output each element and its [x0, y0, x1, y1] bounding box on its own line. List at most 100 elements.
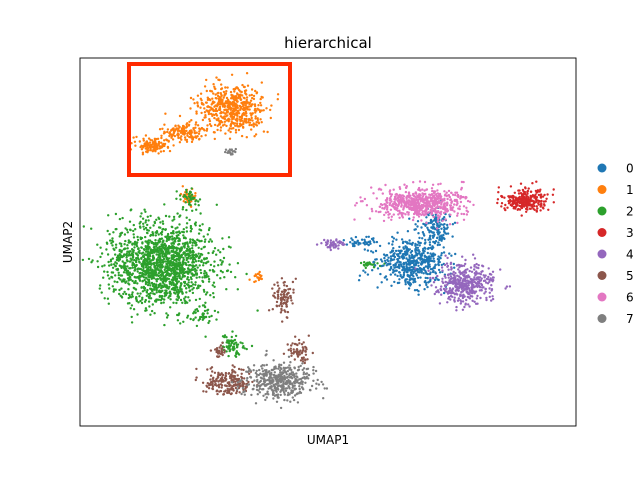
scatter-point-cluster-1	[163, 139, 166, 142]
scatter-point-cluster-1	[208, 118, 211, 121]
scatter-point-cluster-0	[398, 256, 401, 260]
scatter-point-cluster-0	[371, 251, 375, 254]
scatter-point-cluster-1	[134, 144, 137, 147]
scatter-point-cluster-5	[283, 290, 286, 294]
scatter-point-cluster-2	[201, 318, 204, 321]
scatter-point-cluster-4	[482, 279, 486, 283]
scatter-point-cluster-0	[372, 237, 375, 240]
scatter-point-cluster-3	[528, 207, 532, 210]
scatter-point-cluster-5	[234, 371, 237, 374]
scatter-point-cluster-4	[477, 272, 481, 275]
scatter-point-cluster-2	[181, 273, 184, 276]
scatter-point-cluster-1	[196, 124, 200, 127]
scatter-point-cluster-1	[174, 128, 177, 131]
scatter-point-cluster-0	[376, 286, 379, 289]
scatter-point-cluster-1	[203, 111, 207, 114]
scatter-point-cluster-4	[480, 289, 483, 292]
scatter-point-cluster-1	[245, 136, 248, 139]
scatter-point-cluster-2	[131, 279, 134, 283]
scatter-point-cluster-2	[180, 267, 183, 271]
scatter-point-cluster-2	[168, 215, 171, 218]
scatter-point-cluster-0	[433, 260, 436, 263]
scatter-point-cluster-2	[116, 280, 119, 284]
scatter-point-cluster-1	[244, 110, 248, 113]
scatter-point-cluster-1	[231, 104, 235, 107]
scatter-point-cluster-2	[111, 239, 114, 242]
scatter-point-cluster-2	[203, 290, 206, 293]
scatter-point-cluster-2	[256, 309, 259, 312]
scatter-point-cluster-6	[450, 200, 454, 203]
scatter-point-cluster-1	[215, 118, 219, 122]
scatter-point-cluster-0	[432, 257, 435, 260]
scatter-point-cluster-6	[354, 204, 357, 207]
scatter-point-cluster-0	[362, 269, 365, 272]
scatter-point-cluster-1	[237, 93, 240, 97]
scatter-point-cluster-0	[448, 252, 451, 255]
scatter-point-cluster-2	[161, 273, 164, 276]
scatter-point-cluster-2	[81, 258, 85, 262]
scatter-point-cluster-0	[426, 272, 429, 276]
scatter-point-cluster-2	[359, 261, 363, 265]
scatter-point-cluster-6	[453, 203, 456, 206]
scatter-point-cluster-2	[163, 203, 166, 206]
scatter-point-cluster-2	[178, 223, 181, 226]
scatter-point-cluster-2	[236, 345, 239, 349]
scatter-point-cluster-4	[445, 262, 449, 265]
scatter-point-cluster-1	[162, 132, 166, 135]
scatter-point-cluster-6	[442, 207, 445, 211]
scatter-point-cluster-6	[425, 221, 428, 225]
scatter-point-cluster-6	[454, 193, 457, 197]
scatter-point-cluster-1	[202, 103, 205, 106]
scatter-point-cluster-2	[191, 239, 195, 242]
scatter-point-cluster-2	[180, 264, 184, 267]
scatter-point-cluster-1	[240, 123, 243, 126]
scatter-point-cluster-1	[259, 101, 262, 105]
scatter-point-cluster-2	[123, 261, 126, 265]
scatter-point-cluster-0	[385, 264, 388, 267]
scatter-point-cluster-2	[232, 345, 235, 348]
scatter-point-cluster-4	[446, 283, 449, 286]
scatter-point-cluster-4	[452, 282, 455, 285]
scatter-point-cluster-1	[257, 278, 261, 282]
scatter-point-cluster-2	[185, 216, 188, 219]
scatter-point-cluster-5	[217, 383, 221, 386]
scatter-point-cluster-5	[219, 389, 223, 393]
scatter-point-cluster-0	[421, 257, 424, 261]
scatter-point-cluster-6	[381, 207, 384, 210]
scatter-point-cluster-0	[387, 256, 390, 259]
scatter-point-cluster-1	[227, 120, 230, 123]
scatter-point-cluster-6	[405, 196, 408, 199]
scatter-point-cluster-2	[179, 286, 182, 289]
scatter-point-cluster-2	[250, 344, 254, 348]
scatter-point-cluster-2	[212, 281, 216, 284]
scatter-point-cluster-0	[411, 278, 415, 281]
scatter-point-cluster-1	[250, 123, 253, 127]
scatter-point-cluster-2	[176, 294, 180, 297]
scatter-point-cluster-5	[213, 383, 217, 386]
scatter-point-cluster-2	[188, 285, 191, 288]
scatter-point-cluster-1	[177, 136, 180, 140]
scatter-point-cluster-6	[442, 211, 446, 215]
scatter-point-cluster-2	[128, 220, 132, 223]
scatter-point-cluster-5	[236, 374, 239, 377]
scatter-point-cluster-1	[167, 140, 170, 143]
scatter-point-cluster-5	[280, 307, 283, 311]
scatter-point-cluster-3	[504, 203, 507, 207]
scatter-point-cluster-2	[114, 253, 117, 256]
scatter-point-cluster-5	[227, 391, 231, 395]
scatter-point-cluster-2	[206, 312, 209, 315]
scatter-point-cluster-1	[221, 98, 224, 102]
scatter-point-cluster-6	[431, 183, 435, 186]
scatter-point-cluster-1	[257, 104, 260, 107]
scatter-point-cluster-6	[446, 197, 449, 201]
scatter-point-cluster-2	[188, 249, 191, 252]
scatter-point-cluster-2	[179, 322, 182, 325]
scatter-point-cluster-0	[383, 276, 387, 279]
scatter-point-cluster-0	[424, 238, 427, 242]
scatter-point-cluster-2	[182, 234, 185, 237]
scatter-point-cluster-5	[231, 378, 234, 381]
scatter-point-cluster-5	[279, 297, 282, 301]
scatter-point-cluster-0	[414, 244, 417, 247]
scatter-point-cluster-1	[235, 119, 238, 122]
scatter-point-cluster-1	[243, 120, 246, 123]
